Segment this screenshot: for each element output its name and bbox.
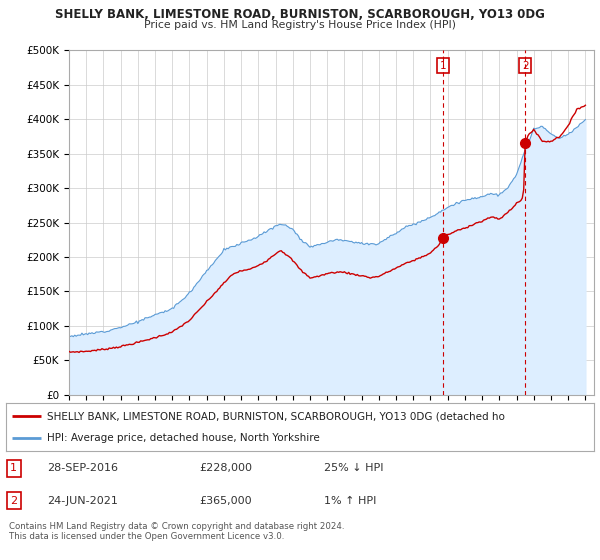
Text: HPI: Average price, detached house, North Yorkshire: HPI: Average price, detached house, Nort… bbox=[47, 433, 320, 443]
Text: £228,000: £228,000 bbox=[199, 464, 252, 473]
Text: 28-SEP-2016: 28-SEP-2016 bbox=[47, 464, 119, 473]
Text: 24-JUN-2021: 24-JUN-2021 bbox=[47, 496, 118, 506]
Text: 2: 2 bbox=[10, 496, 17, 506]
Text: SHELLY BANK, LIMESTONE ROAD, BURNISTON, SCARBOROUGH, YO13 0DG (detached ho: SHELLY BANK, LIMESTONE ROAD, BURNISTON, … bbox=[47, 411, 505, 421]
Text: 2: 2 bbox=[522, 60, 529, 71]
Text: SHELLY BANK, LIMESTONE ROAD, BURNISTON, SCARBOROUGH, YO13 0DG: SHELLY BANK, LIMESTONE ROAD, BURNISTON, … bbox=[55, 8, 545, 21]
Text: 1% ↑ HPI: 1% ↑ HPI bbox=[324, 496, 376, 506]
Text: Contains HM Land Registry data © Crown copyright and database right 2024.
This d: Contains HM Land Registry data © Crown c… bbox=[9, 522, 344, 542]
Text: £365,000: £365,000 bbox=[199, 496, 251, 506]
Text: 1: 1 bbox=[10, 464, 17, 473]
Text: Price paid vs. HM Land Registry's House Price Index (HPI): Price paid vs. HM Land Registry's House … bbox=[144, 20, 456, 30]
Text: 25% ↓ HPI: 25% ↓ HPI bbox=[324, 464, 383, 473]
Text: 1: 1 bbox=[440, 60, 446, 71]
